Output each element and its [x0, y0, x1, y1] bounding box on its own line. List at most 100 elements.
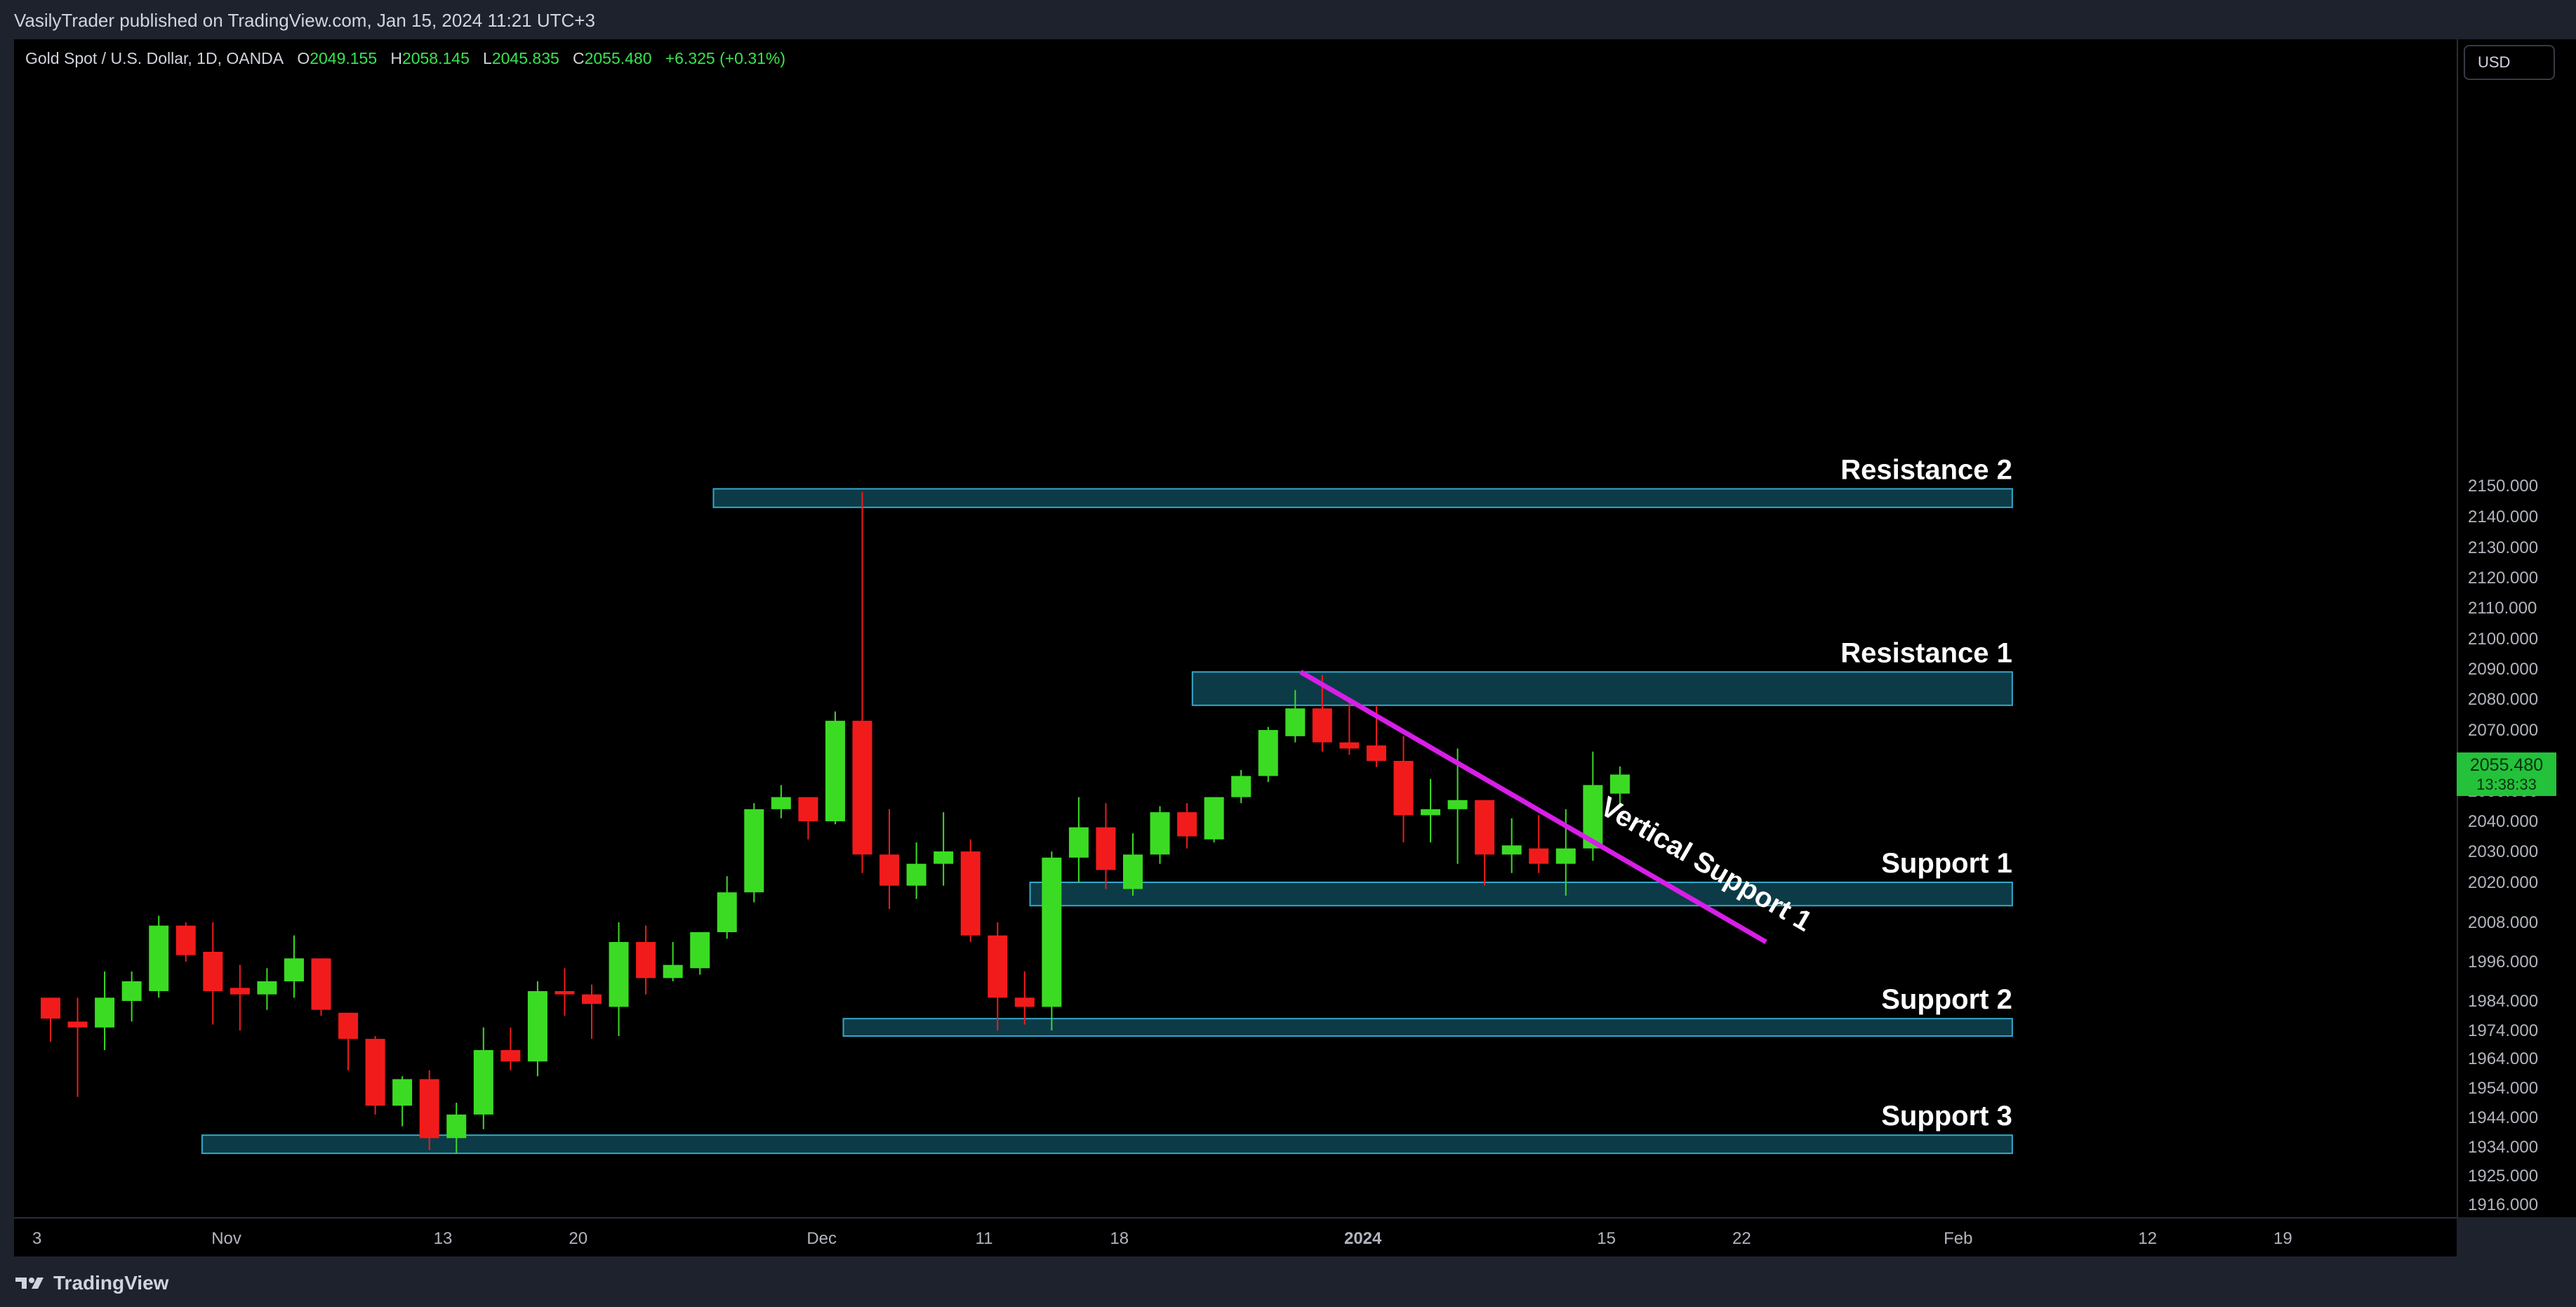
zone-resistance-2[interactable] — [712, 488, 2013, 508]
candle-body — [1096, 827, 1116, 870]
candle — [555, 968, 575, 1016]
price-tick-label: 1944.000 — [2468, 1108, 2538, 1127]
candle — [500, 1027, 521, 1070]
candle-body — [203, 952, 223, 991]
price-tick-label: 1934.000 — [2468, 1138, 2538, 1157]
candle — [121, 971, 142, 1022]
time-tick-label: 3 — [32, 1229, 41, 1248]
price-axis-labels: 1916.000 1925.000 1934.000 1944.000 1954.000… — [2468, 477, 2538, 1214]
candle-body — [1312, 708, 1332, 743]
candle — [1312, 675, 1332, 752]
candle-body — [1204, 797, 1224, 840]
candle-body — [1014, 997, 1035, 1007]
zone-support-1[interactable] — [1029, 882, 2013, 907]
publish-header: VasilyTrader published on TradingView.co… — [0, 0, 2576, 39]
candle — [446, 1103, 467, 1154]
time-tick-label: Nov — [211, 1229, 241, 1248]
candle-body — [527, 991, 547, 1062]
high-value: 2058.145 — [401, 49, 470, 67]
candle-body — [852, 720, 872, 855]
candle — [744, 803, 764, 903]
close-label: C — [572, 49, 585, 67]
price-tick-label: 2150.000 — [2468, 477, 2538, 496]
zone-label: Resistance 2 — [1840, 454, 2012, 485]
candle-body — [67, 1021, 88, 1028]
zone-resistance-1[interactable] — [1191, 671, 2013, 706]
high-label: H — [390, 49, 402, 67]
candle-body — [1501, 845, 1522, 855]
published-info: VasilyTrader published on TradingView.co… — [14, 10, 595, 31]
candle — [852, 491, 872, 873]
candle — [934, 812, 954, 886]
candle-body — [1475, 800, 1495, 855]
price-axis[interactable]: 1916.000 1925.000 1934.000 1944.000 1954.000… — [2457, 39, 2576, 1217]
zone-support-3[interactable] — [201, 1134, 2013, 1155]
candle-body — [960, 851, 981, 936]
close-value: 2055.480 — [584, 49, 652, 67]
candle — [1475, 800, 1495, 886]
candle-body — [1123, 854, 1143, 889]
bar-countdown: 13:38:33 — [2476, 776, 2537, 794]
candle — [1042, 851, 1062, 1030]
candle-body — [392, 1079, 413, 1106]
candle-body — [446, 1114, 467, 1139]
price-tick-label: 1984.000 — [2468, 992, 2538, 1011]
candle-body — [906, 863, 927, 886]
candle-body — [1366, 745, 1386, 761]
candle — [1096, 803, 1116, 889]
footer — [0, 1256, 2576, 1307]
candle-body — [771, 797, 791, 809]
candle-body — [825, 720, 845, 821]
candle — [1014, 971, 1035, 1025]
candle — [988, 922, 1008, 1030]
candle — [1177, 803, 1197, 849]
time-tick-label: 15 — [1597, 1229, 1616, 1248]
zone-label: Support 2 — [1881, 984, 2012, 1015]
candle-body — [690, 932, 710, 969]
candle — [825, 711, 845, 825]
candle-body — [1231, 776, 1252, 797]
candle — [284, 935, 304, 998]
candle-body — [636, 942, 656, 978]
candle-body — [175, 925, 196, 955]
time-tick-label: 2024 — [1344, 1229, 1382, 1248]
candle — [1123, 833, 1143, 896]
candle — [473, 1027, 493, 1129]
price-tick-label: 1974.000 — [2468, 1021, 2538, 1040]
candle — [41, 997, 60, 1042]
time-tick-label: 19 — [2273, 1229, 2292, 1248]
price-tick-label: 2008.000 — [2468, 913, 2538, 932]
candle — [771, 785, 791, 818]
trendline[interactable] — [1299, 670, 1767, 945]
zone-support-2[interactable] — [842, 1018, 2013, 1037]
time-axis[interactable]: 3 Nov 13 20 Dec 11 18 2024 15 22 Feb 12 19 — [14, 1217, 2457, 1256]
currency-selector[interactable]: USD — [2464, 45, 2555, 80]
candle-body — [744, 809, 764, 893]
candle-body — [338, 1012, 359, 1039]
candle-body — [1555, 848, 1576, 864]
price-tick-label: 2100.000 — [2468, 630, 2538, 649]
price-tick-label: 1964.000 — [2468, 1049, 2538, 1068]
candle-body — [121, 981, 142, 1001]
price-tick-label: 2030.000 — [2468, 842, 2538, 861]
candle-body — [1421, 809, 1441, 816]
price-tick-label: 2040.000 — [2468, 812, 2538, 831]
price-chart[interactable]: Resistance 2 Resistance 1 Support 1 Support… — [14, 39, 2457, 1217]
candle — [365, 1036, 385, 1115]
price-tick-label: 2090.000 — [2468, 660, 2538, 679]
candle — [149, 915, 169, 998]
tradingview-logo[interactable]: TradingView — [14, 1270, 168, 1296]
candle — [636, 925, 656, 995]
price-tick-label: 2070.000 — [2468, 721, 2538, 740]
candle-body — [1068, 827, 1089, 858]
candle-body — [663, 964, 683, 978]
candle-body — [311, 958, 331, 1010]
candle-body — [1529, 848, 1549, 864]
candle — [1501, 818, 1522, 873]
candle — [582, 984, 602, 1039]
price-tick-label: 1954.000 — [2468, 1079, 2538, 1098]
time-tick-label: 20 — [569, 1229, 587, 1248]
candle — [67, 997, 88, 1097]
zone-label: Support 1 — [1881, 848, 2012, 879]
chart-pane[interactable]: Resistance 2 Resistance 1 Support 1 Support… — [14, 39, 2457, 1217]
